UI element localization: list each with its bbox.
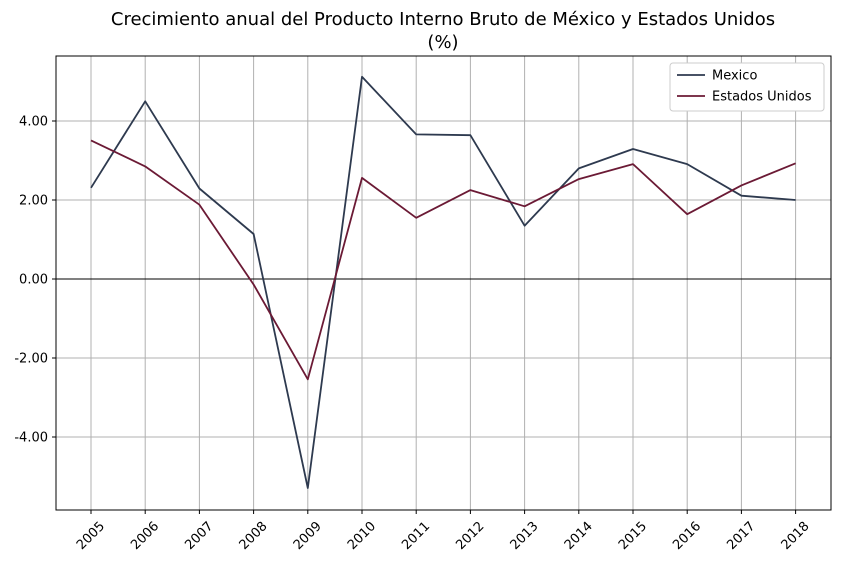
legend-label: Mexico [712,69,757,84]
y-tick-label: -2.00 [14,352,48,367]
chart-title: Crecimiento anual del Producto Interno B… [111,9,775,30]
x-tick-label: 2008 [237,519,271,553]
x-tick-label: 2009 [291,519,325,553]
x-tick-label: 2010 [345,519,379,553]
series-line-mexico [90,75,796,489]
x-tick-label: 2005 [74,519,108,553]
x-tick-label: 2015 [616,519,650,553]
y-tick-label: -4.00 [14,431,48,446]
x-tick-label: 2013 [508,519,542,553]
y-tick-label: 2.00 [19,194,48,209]
x-tick-label: 2016 [670,519,704,553]
x-tick-label: 2011 [399,519,433,553]
grid [56,56,831,510]
x-tick-label: 2007 [182,519,216,553]
series-line-estados-unidos [90,139,796,381]
y-tick-label: 4.00 [19,115,48,130]
x-tick-label: 2017 [724,519,758,553]
x-tick-label: 2014 [562,519,596,553]
plot-frame [55,55,832,511]
y-tick-label: 0.00 [19,273,48,288]
chart-subtitle: (%) [427,32,458,53]
x-tick-label: 2012 [453,519,487,553]
y-axis: -4.00 -2.00 0.00 2.00 4.00 [14,115,56,446]
x-tick-label: 2006 [128,519,162,553]
x-tick-label: 2018 [779,519,813,553]
x-axis: 2005 2006 2007 2008 2009 2010 2011 2012 2013 2014… [74,510,813,553]
legend-box [669,62,825,112]
series-group [90,75,796,489]
legend: Mexico Estados Unidos [669,62,825,112]
legend-label: Estados Unidos [712,90,812,105]
